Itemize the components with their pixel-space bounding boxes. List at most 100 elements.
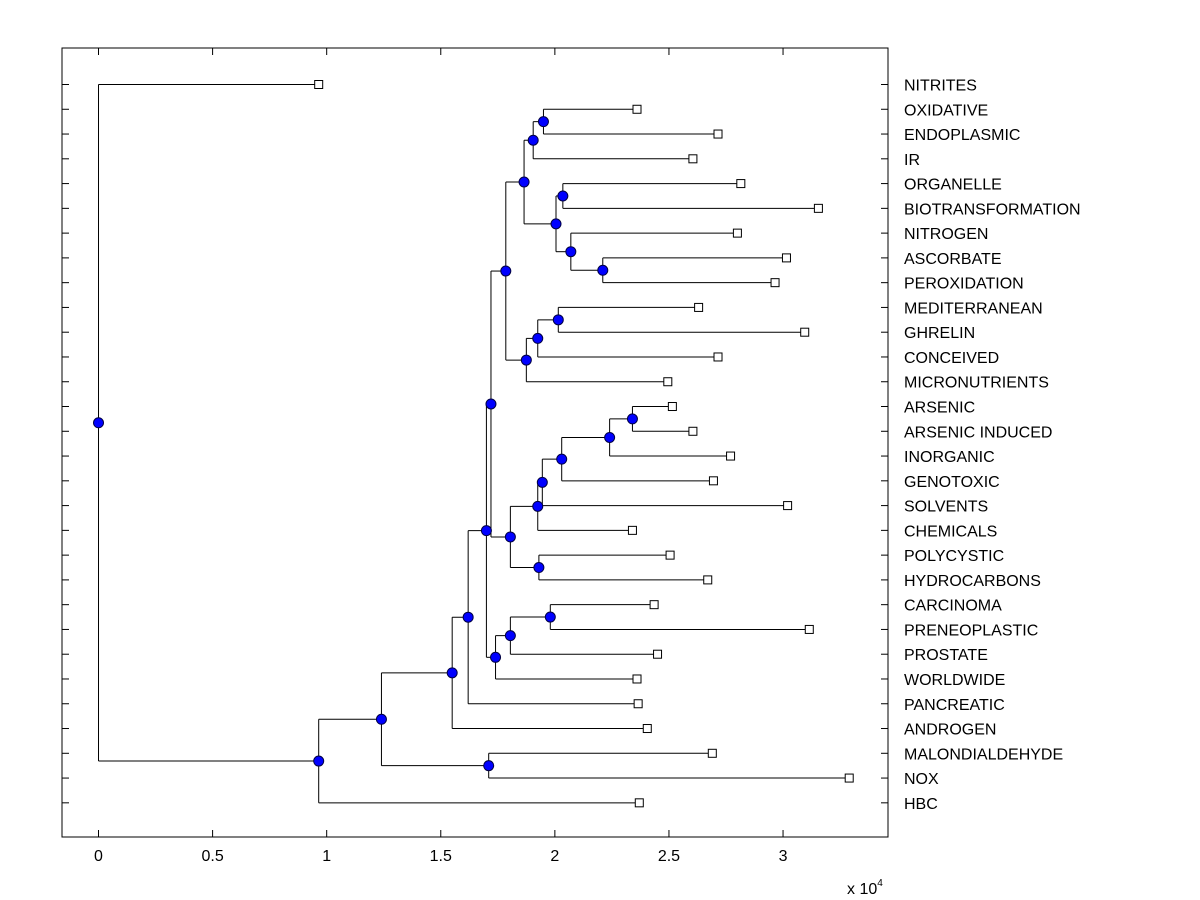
leaf-label: NITRITES [904, 78, 977, 95]
leaf-label: HYDROCARBONS [904, 573, 1041, 590]
merge-node-c [557, 190, 569, 202]
leaf-marker [663, 377, 673, 387]
x-tick-label: 3 [779, 848, 788, 865]
leaf-label: ORGANELLE [904, 177, 1002, 194]
leaf-label: SOLVENTS [904, 499, 988, 516]
leaf-marker [804, 624, 814, 634]
x-axis-multiplier: x 104 [847, 878, 883, 898]
merge-node-a [537, 116, 549, 128]
leaf-label: GHRELIN [904, 325, 975, 342]
leaf-marker [653, 649, 663, 659]
leaf-marker [667, 402, 677, 412]
leaf-label: OXIDATIVE [904, 102, 988, 119]
leaf-marker [713, 352, 723, 362]
leaf-label: MEDITERRANEAN [904, 300, 1043, 317]
leaf-label: POLYCYSTIC [904, 548, 1004, 565]
leaf-marker [770, 278, 780, 288]
merge-node-f [550, 218, 562, 230]
leaf-marker [783, 501, 793, 511]
y-ticks [62, 84, 888, 804]
x-ticks: 0 0.5 1 1.5 2 2.5 3 [94, 48, 788, 865]
leaf-marker [800, 327, 810, 337]
leaf-marker [713, 129, 723, 139]
leaf-label: INORGANIC [904, 449, 995, 466]
leaf-marker [732, 228, 742, 238]
leaf-label: CONCEIVED [904, 350, 999, 367]
leaf-marker [813, 203, 823, 213]
leaf-marker [688, 154, 698, 164]
merge-node-j [520, 354, 532, 366]
leaf-marker [632, 104, 642, 114]
merge-node-k [500, 265, 512, 277]
leaf-marker [707, 748, 717, 758]
leaf-marker [844, 773, 854, 783]
leaf-marker [634, 798, 644, 808]
leaf-markers [314, 80, 854, 808]
leaf-marker [688, 426, 698, 436]
leaf-label: PANCREATIC [904, 697, 1005, 714]
merge-node-x [480, 525, 492, 537]
merge-node-b [527, 134, 539, 146]
merge-node-s [504, 531, 516, 543]
merge-node-z [446, 667, 458, 679]
leaf-label: NOX [904, 771, 939, 788]
merge-node-y [462, 611, 474, 623]
merge-node-n [604, 431, 616, 443]
x-axis-multiplier-exponent: 4 [877, 878, 883, 889]
leaf-marker [314, 80, 324, 89]
merge-node-q [532, 500, 544, 512]
leaf-label: PRENEOPLASTIC [904, 622, 1038, 639]
x-axis-multiplier-base: x 10 [847, 881, 877, 898]
merge-node-o [556, 453, 568, 465]
leaf-label: HBC [904, 796, 938, 813]
leaf-marker [649, 600, 659, 610]
leaf-marker [694, 302, 704, 312]
merge-nodes [93, 116, 638, 772]
x-tick-label: 0 [94, 848, 103, 865]
merge-node-p [536, 476, 548, 488]
leaf-label: BIOTRANSFORMATION [904, 201, 1081, 218]
x-tick-label: 0.5 [201, 848, 223, 865]
leaf-marker [627, 525, 637, 535]
leaf-label: IR [904, 152, 920, 169]
x-tick-label: 2.5 [658, 848, 680, 865]
leaf-label: CHEMICALS [904, 523, 997, 540]
leaf-label: ASCORBATE [904, 251, 1002, 268]
leaf-marker [781, 253, 791, 263]
leaf-marker [726, 451, 736, 461]
leaf-marker [632, 674, 642, 684]
merge-node-m [626, 413, 638, 425]
merge-node-g [518, 176, 530, 188]
merge-node-aa [483, 760, 495, 772]
leaf-marker [708, 476, 718, 486]
x-tick-label: 1.5 [430, 848, 452, 865]
leaf-label: ANDROGEN [904, 722, 996, 739]
leaf-marker [665, 550, 675, 560]
leaf-label: PROSTATE [904, 647, 988, 664]
merge-node-root [93, 417, 105, 429]
x-tick-label: 2 [550, 848, 559, 865]
leaf-label: ARSENIC [904, 400, 975, 417]
leaf-label: PEROXIDATION [904, 276, 1024, 293]
leaf-marker [642, 724, 652, 734]
leaf-labels: NITRITES OXIDATIVE ENDOPLASMIC IR ORGANELLE B… [904, 78, 1081, 813]
leaf-label: ARSENIC INDUCED [904, 424, 1052, 441]
merge-node-v [504, 630, 516, 642]
leaf-label: NITROGEN [904, 226, 988, 243]
merge-node-e [565, 246, 577, 258]
merge-node-ac [313, 755, 325, 767]
leaf-label: WORLDWIDE [904, 672, 1005, 689]
leaf-marker [633, 699, 643, 709]
leaf-label: MALONDIALDEHYDE [904, 746, 1063, 763]
leaf-label: MICRONUTRIENTS [904, 375, 1049, 392]
x-tick-label: 1 [322, 848, 331, 865]
merge-node-u [544, 611, 556, 623]
merge-node-ab [375, 713, 387, 725]
leaf-marker [703, 575, 713, 585]
merge-node-r [533, 562, 545, 574]
plot-area [61, 47, 889, 838]
merge-node-w [490, 651, 502, 663]
leaf-label: ENDOPLASMIC [904, 127, 1020, 144]
merge-node-t [485, 398, 497, 410]
